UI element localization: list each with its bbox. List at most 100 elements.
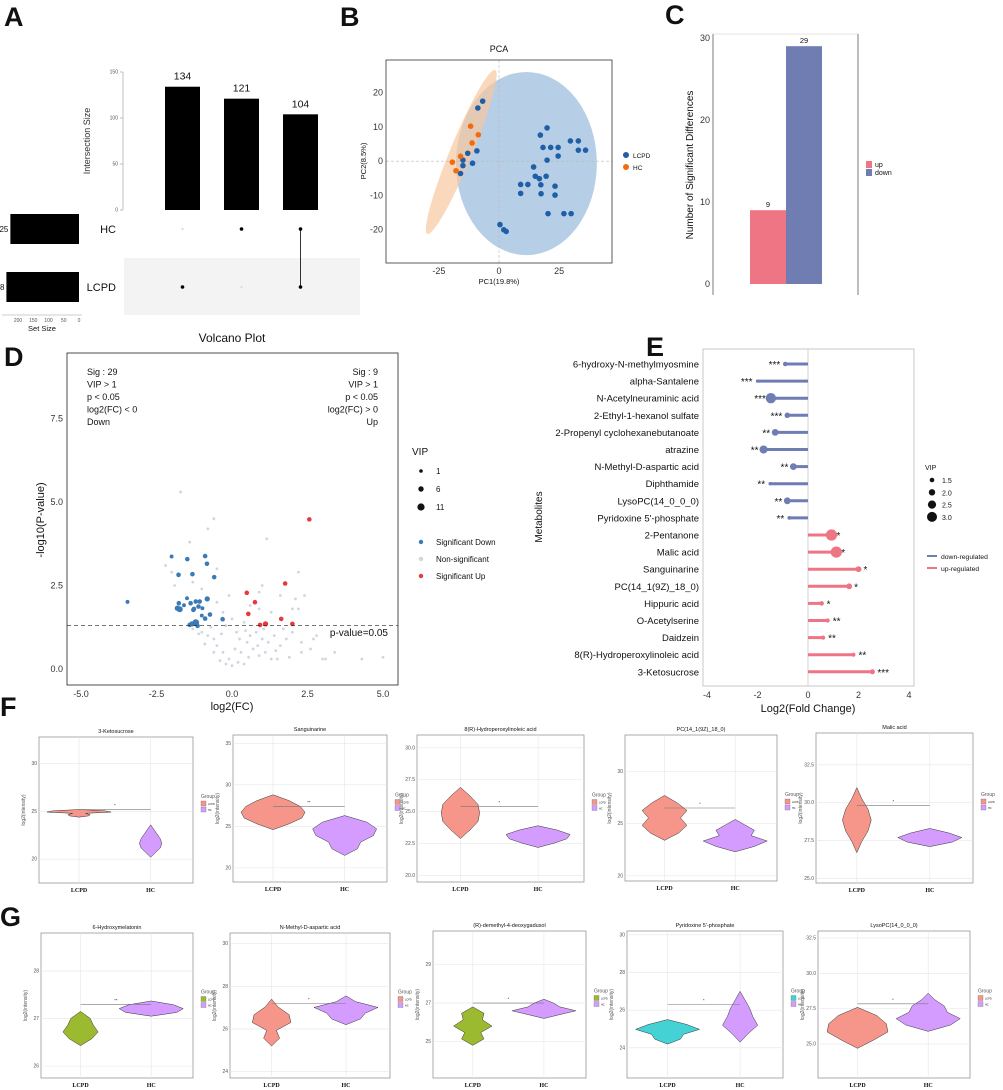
significant-down-point	[207, 612, 213, 617]
y-tick-label: 30	[225, 782, 231, 788]
y-tick-label: 28	[33, 969, 39, 975]
metabolite-label: Daidzein	[662, 633, 699, 644]
metabolite-label: Pyridoxine 5'-phosphate	[597, 513, 699, 524]
lcpd-point	[474, 148, 480, 154]
x-tick-label: -5.0	[73, 689, 89, 699]
y-tick-label: 28	[619, 970, 625, 976]
significance-stars: ***	[741, 377, 753, 388]
y-tick-label: 30	[222, 941, 228, 947]
chart-title: Volcano Plot	[199, 331, 266, 345]
nonsignificant-point	[164, 564, 167, 567]
lcpd-point	[575, 138, 582, 144]
significant-down-point	[204, 561, 210, 567]
y-tick-label: 0	[378, 156, 383, 166]
y-tick-label: 24	[619, 1045, 625, 1051]
legend-swatch	[397, 1002, 404, 1008]
significance-stars: ***	[877, 668, 889, 679]
nonsignificant-point	[291, 630, 294, 634]
nonsignificant-point	[235, 630, 238, 634]
legend-label: LCPD	[792, 801, 799, 804]
y-tick-label: 26	[619, 1008, 625, 1014]
legend-swatch	[866, 161, 872, 168]
legend-title: Group	[592, 793, 606, 799]
significance-stars: **	[774, 497, 782, 508]
legend-swatch	[593, 995, 600, 1001]
y-axis-label: log2(intensity)	[21, 794, 27, 825]
violin-plot-title: 3-Ketosucrose	[98, 729, 133, 735]
nonsignificant-point	[284, 637, 288, 641]
nonsignificant-point	[262, 627, 266, 631]
legend-swatch	[977, 1001, 984, 1007]
nonsignificant-point	[212, 517, 216, 521]
bar-up	[750, 210, 786, 284]
y-tick-label: 20.0	[405, 873, 415, 879]
y-tick-label: 27	[33, 1016, 39, 1022]
significant-up-point	[282, 581, 288, 586]
legend-swatch	[394, 805, 401, 811]
plot-frame	[702, 348, 915, 687]
nonsignificant-point	[265, 537, 269, 541]
legend-title: Group	[791, 989, 805, 995]
y-tick-label: 50	[112, 162, 118, 168]
set-size-axis-label: Set Size	[28, 324, 56, 333]
down-annotation-line: Down	[87, 417, 110, 427]
lollipop-dot	[784, 412, 791, 419]
nonsignificant-point	[227, 657, 231, 661]
legend-swatch	[623, 164, 629, 170]
legend-swatch	[866, 169, 872, 176]
up-annotation-line: Sig : 9	[352, 367, 378, 377]
y-tick-label: 25	[425, 1039, 431, 1045]
metabolite-label: Sanguinarine	[643, 565, 699, 576]
legend-label: HC	[988, 807, 992, 810]
legend-label: HC	[798, 1004, 802, 1007]
nonsignificant-point	[233, 647, 237, 651]
vip-legend-label: 11	[436, 503, 445, 512]
y-tick-label: 20	[31, 857, 37, 863]
legend-title: Group	[978, 989, 992, 995]
legend-swatch	[623, 152, 629, 158]
y-axis-label: Number of Significant Differences	[685, 91, 696, 240]
significance-stars: *	[827, 599, 831, 610]
hc-point	[453, 167, 459, 174]
vip-legend-label: 2.5	[942, 503, 952, 510]
metabolite-label: LysoPC(14_0_0_0)	[617, 496, 699, 507]
lcpd-point	[532, 173, 539, 180]
set-size-tick: 200	[14, 318, 23, 324]
lcpd-point	[547, 144, 554, 151]
direction-legend-label: down-regulated	[941, 554, 988, 561]
lollipop-dot	[821, 635, 826, 640]
violin-plot-title: (R)-demethyl-4-deoxygadusol	[473, 923, 545, 929]
violin-hc	[511, 998, 577, 1019]
metabolite-label: 2-Propenyl cyclohexanebutanoate	[555, 428, 699, 439]
vip-legend-dot	[927, 511, 937, 522]
x-tick-label: -25	[432, 266, 445, 276]
lollipop-dot	[789, 463, 797, 470]
legend-label: HC	[402, 808, 406, 811]
significant-down-point	[196, 604, 201, 609]
nonsignificant-point	[238, 637, 241, 641]
y-tick-label: 0	[115, 208, 118, 214]
lcpd-point	[555, 153, 561, 159]
lcpd-point	[503, 228, 510, 235]
lcpd-point	[540, 144, 546, 151]
metabolite-label: PC(14_1(9Z)_18_0)	[615, 582, 700, 593]
intersection-bar	[224, 98, 259, 210]
nonsignificant-point	[287, 655, 291, 659]
lcpd-point	[464, 150, 471, 157]
lcpd-point	[552, 183, 558, 189]
nonsignificant-point	[221, 610, 225, 614]
nonsignificant-point	[245, 640, 249, 644]
violin-plot-title: Sanguinarine	[294, 727, 326, 733]
nonsignificant-point	[224, 624, 228, 627]
x-tick-label: HC	[342, 1083, 351, 1089]
significance-label: *	[699, 801, 701, 806]
significant-down-point	[185, 596, 189, 601]
panel-label-e: E	[646, 332, 664, 362]
significant-down-point	[202, 553, 208, 559]
lcpd-point	[561, 210, 567, 217]
violin-hc	[139, 824, 163, 858]
legend-label: LCPD	[633, 153, 651, 160]
violin-lcpd	[252, 998, 292, 1047]
nonsignificant-point	[173, 584, 177, 587]
nonsignificant-point	[209, 625, 213, 629]
